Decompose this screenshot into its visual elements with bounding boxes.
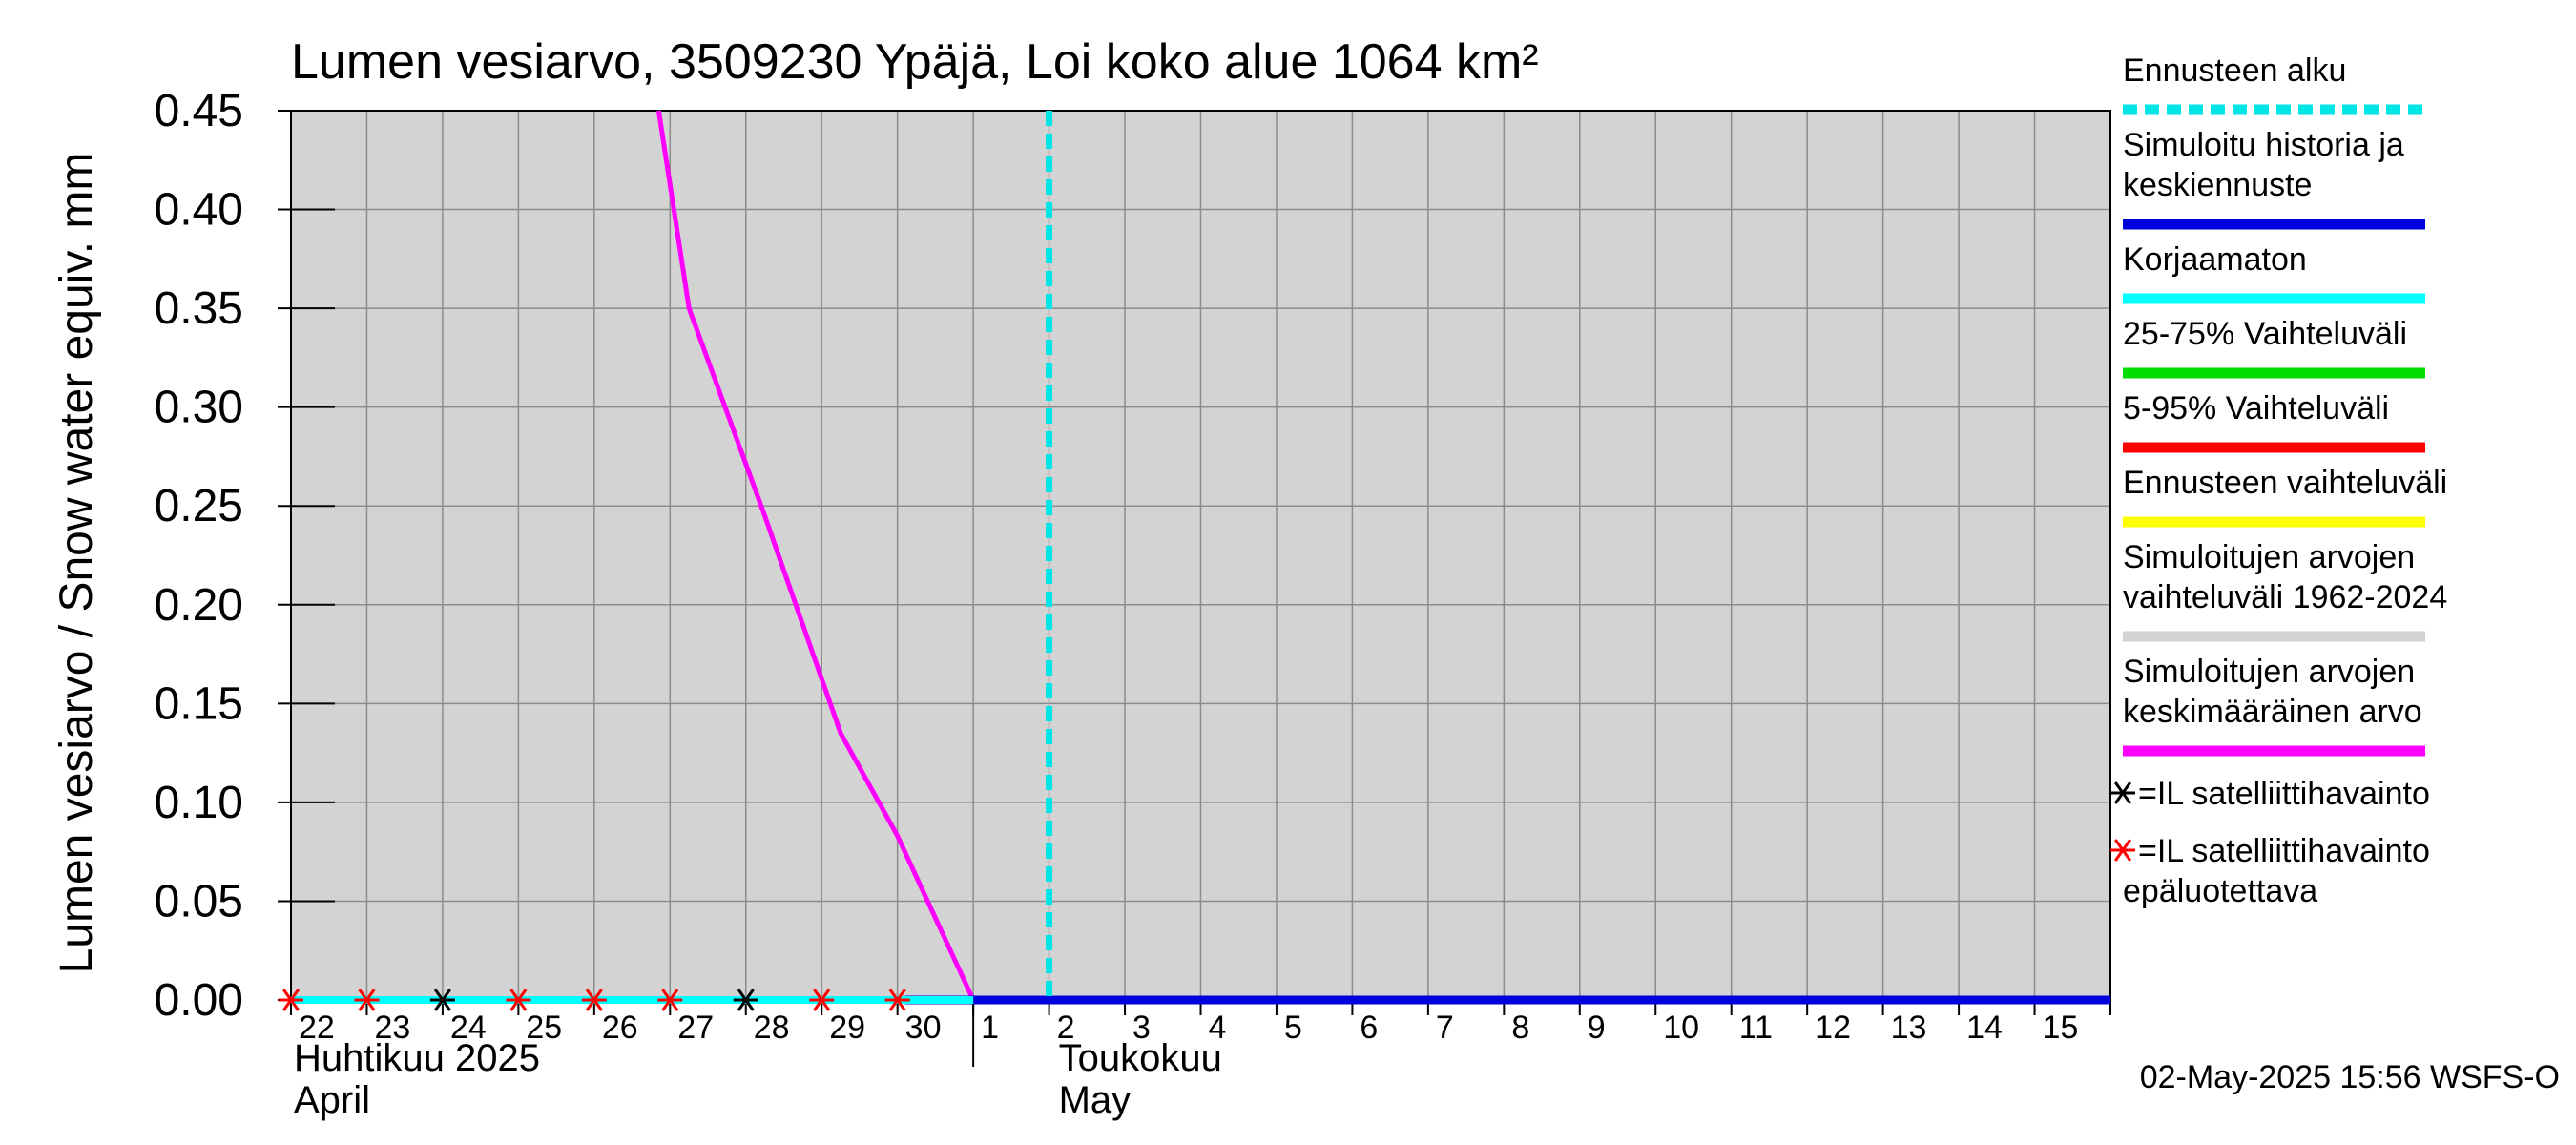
legend-label: epäluotettava [2123, 873, 2317, 909]
unreliable-satellite-observation-marker [657, 989, 683, 1011]
legend-label: =IL satelliittihavainto [2138, 776, 2430, 812]
legend-label: Korjaamaton [2123, 241, 2307, 278]
x-tick-label: 4 [1209, 1010, 1227, 1046]
x-tick-label: 5 [1284, 1010, 1302, 1046]
month-label-fi: Huhtikuu 2025 [294, 1037, 540, 1079]
legend-label: Simuloitujen arvojen [2123, 654, 2415, 690]
legend-label: keskimääräinen arvo [2123, 694, 2422, 730]
y-tick-label: 0.35 [155, 283, 243, 334]
legend-marker [2110, 781, 2135, 804]
legend-label: 5-95% Vaihteluväli [2123, 390, 2389, 427]
unreliable-satellite-observation-marker [279, 989, 303, 1011]
y-tick-label: 0.20 [155, 580, 243, 631]
y-axis-label: Lumen vesiarvo / Snow water equiv. mm [52, 153, 102, 974]
month-label-fi: Toukokuu [1059, 1037, 1222, 1079]
legend-label: vaihteluväli 1962-2024 [2123, 579, 2447, 615]
legend: Ennusteen alku Simuloitu historia ja keski… [2110, 52, 2447, 909]
legend-label: keskiennuste [2123, 167, 2312, 203]
x-tick-label: 10 [1663, 1010, 1699, 1046]
legend-label: Simuloitu historia ja [2123, 127, 2404, 163]
x-tick-label: 12 [1815, 1010, 1851, 1046]
unreliable-satellite-observation-marker [809, 989, 835, 1011]
y-tick-label: 0.40 [155, 185, 243, 236]
x-tick-label: 22 [299, 1010, 335, 1046]
x-tick-label: 14 [1966, 1010, 2003, 1046]
y-tick-label: 0.05 [155, 876, 243, 926]
y-tick-label: 0.25 [155, 481, 243, 531]
unreliable-satellite-observation-marker [506, 989, 531, 1011]
y-tick-label: 0.10 [155, 778, 243, 828]
x-tick-label: 11 [1739, 1010, 1773, 1046]
legend-marker [2110, 839, 2135, 862]
x-tick-label: 6 [1360, 1010, 1378, 1046]
timestamp-footer: 02-May-2025 15:56 WSFS-O [2140, 1059, 2560, 1095]
legend-label: Ennusteen vaihteluväli [2123, 465, 2447, 501]
x-tick-label: 23 [374, 1010, 410, 1046]
x-tick-label: 15 [2043, 1010, 2079, 1046]
x-tick-label: 29 [829, 1010, 865, 1046]
x-tick-label: 7 [1436, 1010, 1454, 1046]
y-tick-label: 0.30 [155, 383, 243, 433]
month-label-en: April [294, 1079, 370, 1121]
y-tick-label: 0.00 [155, 975, 243, 1026]
unreliable-satellite-observation-marker [581, 989, 607, 1011]
unreliable-satellite-observation-marker [884, 989, 910, 1011]
x-tick-label: 25 [526, 1010, 562, 1046]
x-tick-label: 8 [1511, 1010, 1529, 1046]
x-tick-label: 24 [450, 1010, 487, 1046]
satellite-observation-marker [429, 989, 455, 1011]
x-tick-label: 3 [1132, 1010, 1151, 1046]
legend-label: Simuloitujen arvojen [2123, 539, 2415, 575]
x-tick-label: 9 [1588, 1010, 1606, 1046]
x-tick-label: 1 [981, 1010, 999, 1046]
legend-label: =IL satelliittihavainto [2138, 833, 2430, 869]
x-tick-label: 13 [1891, 1010, 1927, 1046]
y-tick-label: 0.45 [155, 86, 243, 136]
x-tick-label: 30 [905, 1010, 942, 1046]
x-tick-label: 28 [754, 1010, 790, 1046]
x-tick-label: 2 [1057, 1010, 1075, 1046]
x-tick-label: 27 [677, 1010, 714, 1046]
legend-label: Ennusteen alku [2123, 52, 2346, 89]
legend-label: 25-75% Vaihteluväli [2123, 316, 2407, 352]
plot-area: 0.00 0.05 0.10 0.15 0.20 0.25 0.30 0.35 0.40 0.45… [155, 86, 2111, 1121]
x-tick-label: 26 [602, 1010, 638, 1046]
unreliable-satellite-observation-marker [354, 989, 380, 1011]
month-label-en: May [1059, 1079, 1132, 1121]
y-tick-label: 0.15 [155, 678, 243, 729]
satellite-observation-marker [733, 989, 758, 1011]
chart-title: Lumen vesiarvo, 3509230 Ypäjä, Loi koko … [291, 34, 1539, 90]
